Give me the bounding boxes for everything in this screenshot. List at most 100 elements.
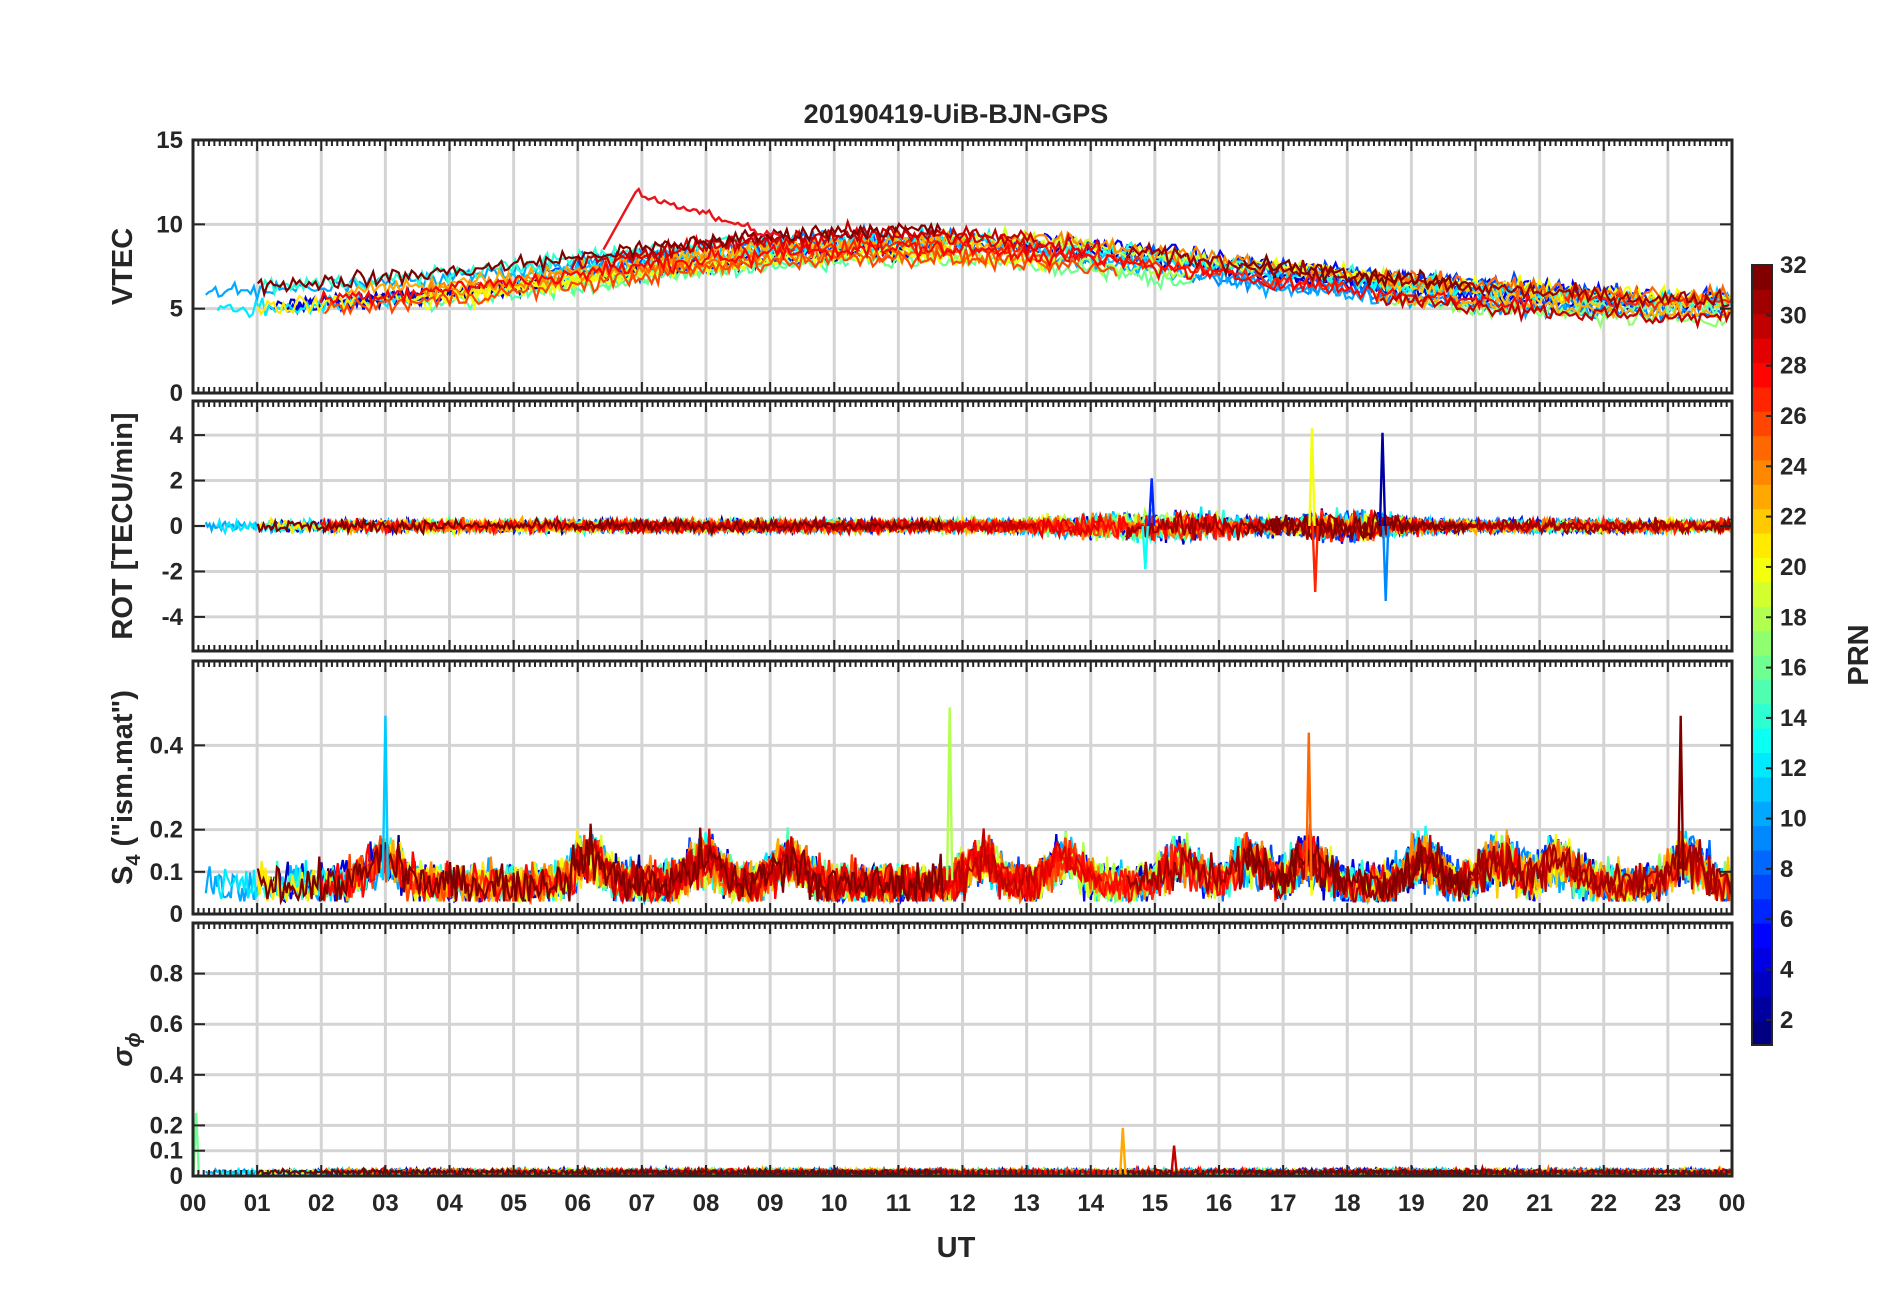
x-tick-label: 19 bbox=[1398, 1190, 1425, 1217]
prn-32-trace bbox=[1242, 252, 1473, 293]
colorbar-segment bbox=[1752, 289, 1772, 315]
colorbar-tick-label: 28 bbox=[1780, 353, 1807, 380]
x-tick-label: 00 bbox=[180, 1190, 207, 1217]
prn-30-trace bbox=[570, 828, 1037, 903]
rot-panel: -4 -2 0 2 4 bbox=[162, 399, 1734, 653]
y-tick-label: 0.1 bbox=[150, 859, 183, 886]
colorbar-segment bbox=[1752, 776, 1772, 802]
colorbar-segment bbox=[1752, 386, 1772, 412]
prn-30-trace bbox=[1379, 291, 1731, 330]
colorbar-tick-label: 4 bbox=[1780, 957, 1794, 984]
y-tick-label: 15 bbox=[156, 127, 183, 154]
colorbar-segment bbox=[1752, 971, 1772, 997]
colorbar-segment bbox=[1752, 508, 1772, 534]
vtec-panel: 0 5 10 15 bbox=[156, 127, 1734, 407]
colorbar-segment bbox=[1752, 850, 1772, 875]
prn-32-trace bbox=[256, 221, 942, 299]
colorbar-tick-label: 2 bbox=[1780, 1007, 1793, 1034]
x-tick-label: 11 bbox=[886, 1190, 911, 1217]
prn-32-trace bbox=[1242, 841, 1472, 902]
prn-28-trace bbox=[319, 243, 723, 309]
colorbar-segment bbox=[1752, 435, 1772, 461]
colorbar-segment bbox=[1752, 947, 1772, 973]
x-tick-label: 20 bbox=[1462, 1190, 1489, 1217]
y-tick-label: 0.2 bbox=[150, 817, 183, 844]
x-tick-label: 08 bbox=[693, 1190, 720, 1217]
x-tick-label: 03 bbox=[372, 1190, 399, 1217]
y-tick-label: 0 bbox=[170, 380, 183, 407]
colorbar-segment bbox=[1752, 923, 1772, 948]
y-tick-label: 2 bbox=[170, 468, 183, 495]
x-tick-label: 16 bbox=[1206, 1190, 1233, 1217]
x-tick-label: 23 bbox=[1655, 1190, 1682, 1217]
colorbar-segment bbox=[1752, 484, 1772, 510]
y-tick-label: 0.8 bbox=[150, 961, 183, 988]
spike-mark bbox=[1170, 1145, 1178, 1174]
x-tick-label: 18 bbox=[1334, 1190, 1361, 1217]
y-tick-label: 0.4 bbox=[150, 1062, 184, 1089]
colorbar-segment bbox=[1752, 606, 1772, 632]
x-tick-label: 13 bbox=[1013, 1190, 1040, 1217]
colorbar-tick-label: 12 bbox=[1780, 755, 1807, 782]
colorbar-tick-label: 10 bbox=[1780, 806, 1807, 833]
colorbar-segment bbox=[1752, 825, 1772, 851]
sigma-label-sub: ϕ bbox=[123, 1032, 145, 1047]
colorbar-segment bbox=[1752, 898, 1772, 924]
y-tick-label: 5 bbox=[170, 296, 183, 323]
s4-label-main: S bbox=[107, 866, 139, 885]
spike-mark bbox=[1119, 1127, 1127, 1174]
colorbar-segment bbox=[1752, 752, 1772, 778]
sigma-phi-panel: 00.10.2 0.4 0.6 0.8 00 01 02 03 04 05 06 07 08 09 10 11… bbox=[150, 921, 1746, 1217]
x-tick-label: 22 bbox=[1590, 1190, 1617, 1217]
colorbar-segment bbox=[1752, 533, 1772, 558]
colorbar-segment bbox=[1752, 362, 1772, 388]
y-tick-label: 0.6 bbox=[150, 1011, 183, 1038]
y-tick-label: 0.2 bbox=[150, 1112, 183, 1139]
x-tick-label: 01 bbox=[244, 1190, 271, 1217]
colorbar-segment bbox=[1752, 265, 1772, 290]
colorbar-segment bbox=[1752, 801, 1772, 827]
colorbar-segment bbox=[1752, 411, 1772, 437]
colorbar-segment bbox=[1752, 679, 1772, 705]
spike-mark bbox=[1305, 732, 1313, 881]
x-tick-label: 00 bbox=[1719, 1190, 1746, 1217]
sigma-label-main: σ bbox=[107, 1046, 139, 1067]
y-tick-label: 4 bbox=[170, 422, 184, 449]
rot-axis-label: ROT [TECU/min] bbox=[107, 412, 139, 639]
colorbar-segment bbox=[1752, 557, 1772, 583]
y-tick-label: 0 bbox=[170, 513, 183, 540]
prn-27-trace bbox=[1564, 286, 1732, 312]
s4-label-sub: 4 bbox=[123, 854, 145, 866]
colorbar-tick-label: 16 bbox=[1780, 655, 1807, 682]
colorbar-segment bbox=[1752, 1020, 1772, 1046]
spike-mark bbox=[945, 707, 954, 881]
spike-mark bbox=[1311, 525, 1319, 592]
prn-23-trace bbox=[1374, 286, 1732, 322]
y-tick-label: 0.4 bbox=[150, 732, 184, 759]
spike-mark bbox=[1382, 525, 1390, 602]
prn-32-trace bbox=[256, 823, 944, 906]
vtec-peak-trace bbox=[602, 187, 781, 251]
colorbar-segment bbox=[1752, 581, 1772, 607]
y-tick-label: 0.1 bbox=[150, 1138, 183, 1165]
colorbar-label: PRN bbox=[1843, 624, 1875, 685]
colorbar-tick-label: 20 bbox=[1780, 554, 1807, 581]
colorbar-frame bbox=[1751, 264, 1773, 1046]
x-tick-label: 14 bbox=[1077, 1190, 1104, 1217]
s4-panel: 0 0.1 0.2 0.4 bbox=[150, 659, 1734, 928]
y-tick-label: -2 bbox=[162, 558, 183, 585]
prn-26-trace bbox=[323, 247, 1118, 317]
spike-mark bbox=[1308, 428, 1316, 527]
prn-32-trace bbox=[1242, 509, 1472, 541]
x-axis-label: UT bbox=[937, 1232, 976, 1264]
x-tick-label: 10 bbox=[821, 1190, 848, 1217]
x-tick-label: 02 bbox=[308, 1190, 335, 1217]
spike-mark bbox=[1676, 715, 1685, 881]
sigma-phi-axis-label: σϕ bbox=[107, 1032, 145, 1066]
colorbar-segment bbox=[1752, 313, 1772, 339]
colorbar-segment bbox=[1752, 728, 1772, 753]
colorbar-tick-label: 26 bbox=[1780, 403, 1807, 430]
colorbar-tick-label: 8 bbox=[1780, 856, 1793, 883]
colorbar-tick-label: 6 bbox=[1780, 906, 1793, 933]
y-tick-label: 0 bbox=[170, 901, 183, 928]
